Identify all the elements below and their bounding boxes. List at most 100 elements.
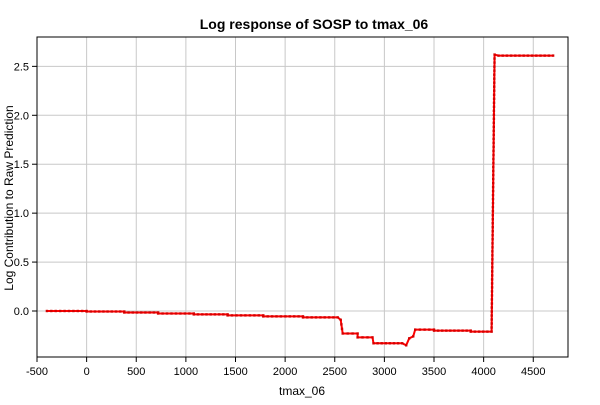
data-point: [492, 169, 495, 173]
data-point: [492, 145, 495, 149]
data-point: [279, 315, 283, 318]
data-point: [54, 309, 57, 313]
data-point: [288, 315, 291, 318]
data-point: [170, 312, 173, 315]
data-point: [423, 328, 426, 331]
data-point: [492, 121, 495, 124]
data-point: [306, 316, 309, 319]
data-point: [491, 197, 495, 201]
data-point: [490, 314, 493, 317]
data-point: [110, 310, 113, 313]
data-point: [493, 65, 496, 68]
x-tick-label: 4500: [521, 366, 545, 378]
data-point: [492, 113, 496, 116]
data-point: [297, 315, 300, 318]
data-point: [266, 315, 269, 318]
data-point: [491, 274, 494, 277]
y-tick-label: 2.0: [14, 110, 29, 122]
data-point: [491, 214, 494, 217]
data-point: [81, 309, 84, 313]
data-point: [319, 316, 322, 319]
data-point: [284, 315, 287, 318]
data-point: [491, 262, 494, 265]
data-point: [492, 97, 496, 100]
data-point: [188, 312, 191, 315]
data-point: [314, 316, 318, 319]
data-point: [491, 185, 495, 189]
data-point: [361, 336, 364, 339]
data-point: [50, 309, 53, 313]
x-tick-label: 4000: [471, 366, 495, 378]
data-point: [408, 337, 411, 340]
data-point: [131, 311, 134, 314]
data-point: [205, 313, 208, 316]
data-point: [293, 315, 296, 318]
data-point: [152, 311, 156, 314]
data-point: [518, 54, 521, 57]
data-point: [392, 342, 396, 345]
data-point: [72, 309, 75, 313]
x-tick-label: 2500: [323, 366, 347, 378]
data-point: [327, 316, 331, 319]
data-point: [543, 54, 546, 57]
data-point: [414, 328, 417, 331]
data-point: [102, 310, 105, 313]
data-point: [509, 54, 513, 57]
data-point: [493, 53, 496, 56]
data-point: [372, 342, 375, 345]
data-point: [253, 314, 256, 317]
data-point: [461, 329, 464, 332]
data-point: [491, 218, 494, 221]
data-point: [535, 54, 538, 57]
data-point: [491, 250, 494, 253]
data-point: [492, 109, 496, 112]
data-point: [493, 73, 496, 76]
data-point: [491, 258, 494, 261]
data-point: [196, 313, 200, 316]
y-tick-label: 1.0: [14, 208, 29, 220]
data-point: [418, 328, 422, 331]
data-point: [490, 330, 493, 333]
data-point: [275, 315, 278, 318]
data-point: [490, 318, 493, 321]
y-axis: 0.0 0.5 1.0 1.5 2.0 2.5: [14, 61, 37, 318]
data-point: [491, 254, 494, 257]
data-point: [346, 332, 349, 335]
data-point: [492, 157, 495, 161]
data-point: [497, 54, 500, 57]
data-point: [388, 342, 392, 345]
data-point: [339, 318, 342, 321]
x-tick-label: 0: [84, 366, 90, 378]
series-line: [46, 53, 554, 347]
data-point: [127, 311, 130, 314]
grid: [36, 37, 568, 357]
data-point: [257, 314, 260, 317]
data-point: [505, 54, 509, 57]
data-point: [522, 54, 525, 57]
data-point: [490, 326, 493, 329]
data-point: [106, 310, 109, 313]
data-point: [526, 54, 530, 57]
data-point: [492, 181, 495, 185]
data-point: [412, 335, 415, 338]
data-point: [491, 238, 494, 241]
data-point: [493, 89, 496, 92]
data-point: [405, 344, 408, 347]
data-point: [63, 309, 66, 313]
data-point: [492, 101, 496, 104]
data-point: [140, 311, 143, 314]
data-point: [490, 286, 494, 289]
data-point: [493, 57, 496, 60]
data-point: [401, 342, 404, 345]
data-point: [490, 306, 493, 309]
data-point: [490, 294, 494, 297]
data-point: [490, 290, 494, 293]
data-point: [491, 209, 495, 213]
data-point: [85, 310, 88, 313]
y-tick-label: 0.0: [14, 306, 29, 318]
data-point: [501, 54, 504, 57]
data-point: [491, 226, 494, 229]
data-point: [492, 93, 496, 96]
data-point: [492, 149, 495, 153]
